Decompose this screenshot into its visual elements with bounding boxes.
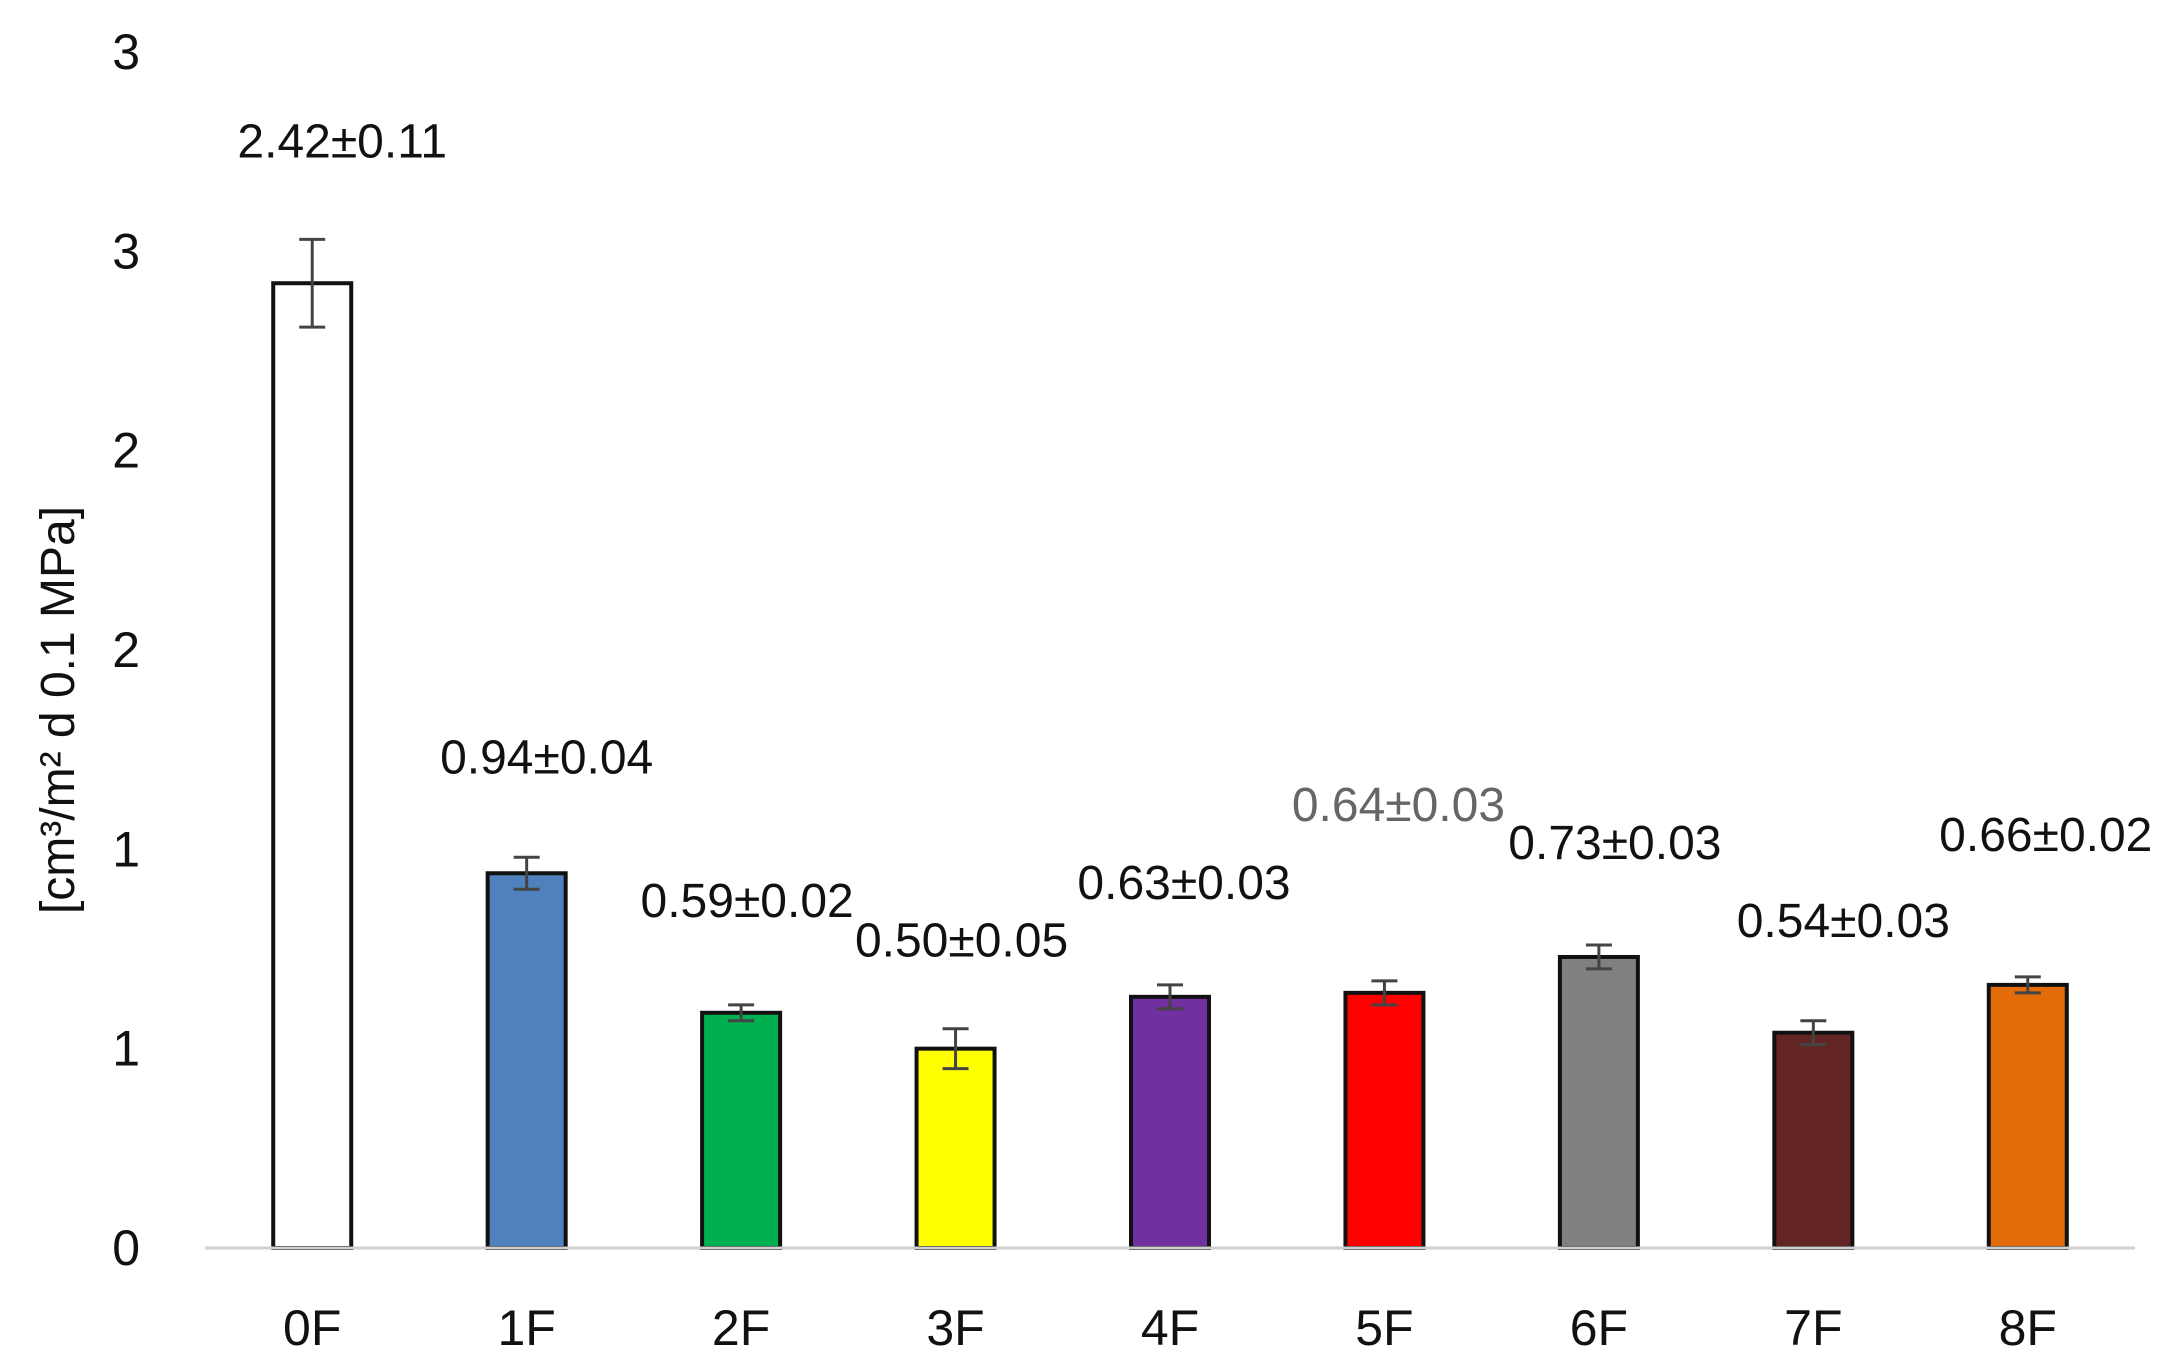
bar-0F [271,281,354,1250]
error-bar-7F [1800,1019,1827,1047]
x-tick-label-3F: 3F [926,1300,984,1356]
y-tick-label: 2 [112,622,140,678]
bar-1F [485,871,568,1251]
bar-7F [1772,1030,1855,1250]
x-tick-label-1F: 1F [497,1300,555,1356]
data-label-8F: 0.66±0.02 [1939,809,2152,862]
y-axis-title: [cm³/m² d 0.1 MPa] [32,506,85,914]
x-tick-label-2F: 2F [712,1300,770,1356]
y-tick-label: 1 [112,821,140,877]
error-bar-6F [1585,943,1612,971]
data-labels: 2.42±0.11 0.94±0.04 0.59±0.020.50±0.050.63… [237,115,2152,967]
x-tick-label-8F: 8F [1999,1300,2057,1356]
bar-8F [1986,982,2069,1250]
data-label-0F: 2.42±0.11 [237,115,447,168]
bar-2F [700,1010,783,1251]
data-label-4F: 0.63±0.03 [1077,857,1290,910]
data-label-6F: 0.73±0.03 [1508,817,1721,870]
x-tick-label-5F: 5F [1355,1300,1413,1356]
error-bar-0F [299,237,326,329]
x-tick-label-4F: 4F [1141,1300,1199,1356]
bar-6F [1557,954,1640,1250]
error-bar-4F [1157,983,1183,1011]
error-bar-1F [513,855,540,891]
error-bar-8F [2014,975,2041,995]
data-label-7F: 0.54±0.03 [1737,895,1950,948]
data-label-3F: 0.50±0.05 [855,915,1068,968]
y-tick-label: 3 [112,24,140,80]
y-tick-label: 0 [112,1220,140,1276]
bar-3F [914,1046,997,1250]
y-tick-label: 3 [112,223,140,279]
error-bars [299,237,2041,1071]
y-tick-labels: 0 1 1 2 2 3 3 [112,24,140,1276]
error-bar-2F [728,1003,755,1023]
data-label-5F: 0.64±0.03 [1292,779,1505,832]
x-tick-label-7F: 7F [1784,1300,1842,1356]
y-axis-title-group: [cm³/m² d 0.1 MPa] [32,506,85,914]
bar-4F [1129,994,1211,1251]
bar-5F [1343,990,1426,1250]
y-tick-label: 2 [112,423,140,479]
y-tick-label: 1 [112,1021,140,1077]
data-label-1F: 0.94±0.04 [440,731,653,784]
error-bar-3F [942,1027,969,1071]
error-bar-5F [1371,979,1398,1007]
x-tick-label-0F: 0F [283,1300,341,1356]
data-label-2F: 0.59±0.02 [641,875,854,928]
x-tick-label-6F: 6F [1570,1300,1628,1356]
x-tick-labels: 0F 1F 2F 3F 4F 5F 6F 7F 8F [283,1300,2057,1356]
